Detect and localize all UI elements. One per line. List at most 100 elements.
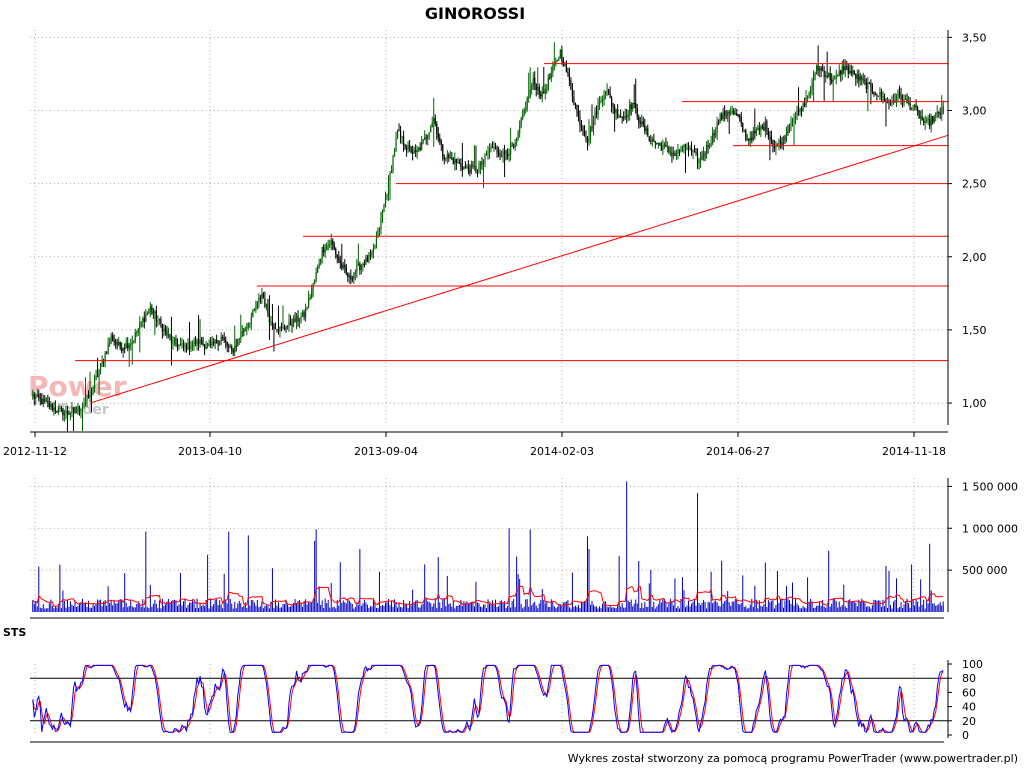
candle-body (131, 342, 133, 345)
candle-body (781, 141, 783, 146)
sts-k-line (32, 664, 944, 734)
candle-body (276, 328, 278, 331)
candle-body (363, 264, 365, 266)
date-tick-label: 2012-11-12 (3, 445, 67, 458)
candle-body (173, 338, 176, 340)
candle-body (583, 130, 586, 136)
candle-body (383, 204, 385, 213)
candle-body (534, 77, 536, 84)
candle-body (689, 147, 691, 150)
candle-body (855, 74, 857, 79)
candle-body (654, 141, 656, 143)
candle-body (547, 77, 549, 89)
price-tick-label: 3,00 (962, 104, 987, 117)
candle-body (674, 153, 676, 156)
candle-body (912, 108, 914, 110)
candle-body (402, 136, 405, 145)
candle-body (892, 100, 895, 102)
candle-body (211, 341, 213, 345)
candle-body (769, 136, 771, 138)
candle-body (463, 166, 465, 170)
candle-body (255, 307, 257, 310)
candle-body (291, 325, 293, 327)
candle-body (604, 91, 607, 96)
price-tick-label: 3,50 (962, 31, 987, 44)
candle-body (716, 122, 718, 134)
candle-body (133, 340, 135, 343)
candle-body (543, 91, 545, 94)
candle-body (513, 146, 515, 148)
candle-body (788, 126, 791, 133)
candle-body (311, 290, 313, 298)
candle-body (721, 114, 723, 120)
candle-body (926, 119, 928, 121)
candle-body (488, 148, 491, 153)
candle-body (920, 116, 922, 119)
candle-body (648, 136, 650, 141)
candle-body (835, 75, 837, 79)
candle-body (617, 109, 619, 118)
candle-body (523, 108, 525, 116)
candle-body (668, 146, 670, 152)
candle-body (614, 106, 616, 113)
candle-body (561, 49, 563, 61)
candle-body (820, 67, 822, 71)
candle-body (229, 346, 231, 348)
candle-body (651, 139, 653, 141)
candle-body (731, 110, 733, 113)
sts-tick-label: 40 (962, 701, 976, 714)
candle-body (713, 133, 715, 136)
candle-body (766, 121, 768, 132)
candle-body (680, 151, 682, 153)
candle-body (598, 101, 601, 106)
candle-body (656, 142, 658, 144)
candle-body (669, 151, 671, 153)
candle-body (817, 65, 819, 71)
candle-body (822, 70, 824, 72)
candle-body (743, 130, 745, 132)
candle-body (249, 323, 251, 325)
candle-body (387, 180, 390, 195)
candle-body (570, 79, 572, 90)
candle-body (915, 104, 917, 107)
candle-body (277, 330, 280, 332)
candle-body (814, 73, 816, 75)
date-ticks: 2012-11-12 2013-04-10 2013-09-04 2014-02-03… (3, 432, 946, 458)
candle-body (374, 245, 376, 249)
candle-body (151, 306, 153, 313)
candle-body (247, 324, 249, 328)
candle-body (861, 76, 863, 80)
candle-body (35, 396, 37, 399)
candle-body (149, 306, 151, 311)
candle-body (618, 116, 620, 118)
candle-body (92, 387, 94, 394)
candle-body (757, 128, 759, 130)
candle-body (190, 346, 192, 349)
candle-body (526, 98, 528, 109)
candle-body (487, 152, 489, 154)
candle-body (730, 112, 732, 114)
candle-body (333, 244, 335, 249)
candle-body (193, 340, 195, 345)
candle-body (235, 345, 237, 347)
candle-body (321, 247, 323, 259)
candle-body (427, 135, 429, 139)
candle-body (653, 139, 655, 142)
sts-tick-label: 60 (962, 686, 976, 699)
candle-body (152, 312, 154, 314)
candle-body (776, 143, 779, 147)
candle-body (594, 111, 596, 121)
candle-body (96, 376, 99, 378)
price-tick-label: 1,00 (962, 397, 987, 410)
candle-body (436, 123, 438, 134)
candle-body (184, 345, 186, 347)
candle-body (705, 144, 708, 154)
sts-grid (30, 664, 948, 735)
candle-body (802, 103, 804, 112)
candle-body (745, 130, 747, 140)
candle-body (345, 267, 347, 273)
candle-body (121, 348, 123, 351)
watermark: Power Trader (28, 370, 127, 418)
candle-body (856, 74, 858, 79)
